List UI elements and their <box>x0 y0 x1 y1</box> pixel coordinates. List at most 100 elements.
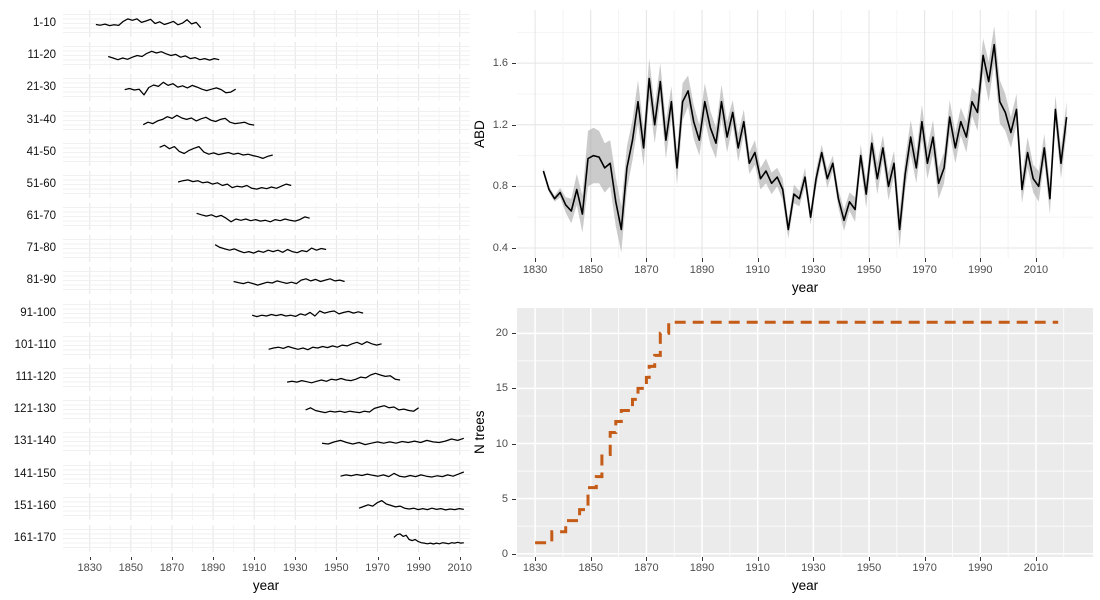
facet-row-141-150: 141-150 <box>0 460 470 493</box>
facet-strip-label: 31-40 <box>26 113 56 126</box>
abd-x-tick-label: 2010 <box>1023 264 1049 276</box>
left-x-axis-title: year <box>252 578 280 593</box>
x-tick-label: 1930 <box>283 562 308 574</box>
n-trees-x-tick-label: 1950 <box>856 562 882 574</box>
facet-strip-label: 161-170 <box>13 531 56 544</box>
x-tick-label: 1950 <box>324 562 349 574</box>
n-trees-x-tick-label: 1890 <box>689 562 715 574</box>
facet-plot <box>63 267 470 295</box>
facet-plot <box>63 203 470 231</box>
tick-mark <box>512 333 516 335</box>
n-trees-x-tick-label: 1910 <box>745 562 770 574</box>
tick-mark <box>757 557 759 561</box>
facet-strip-label: 111-120 <box>15 370 57 383</box>
abd-y-tick-label: 1.2 <box>492 118 508 131</box>
tick-mark <box>535 258 537 262</box>
x-tick-label: 1910 <box>241 562 267 574</box>
tick-mark <box>1035 557 1037 561</box>
facet-row-151-160: 151-160 <box>0 492 470 525</box>
tick-mark <box>590 258 592 262</box>
abd-y-axis-title: ABD <box>472 120 487 148</box>
tick-mark <box>813 258 815 262</box>
x-tick-label: 1970 <box>365 562 390 574</box>
tick-mark <box>646 258 648 262</box>
tick-mark <box>702 258 704 262</box>
abd-y-tick-label: 0.4 <box>492 241 508 254</box>
tick-mark <box>702 557 704 561</box>
facet-series-line <box>177 179 292 190</box>
facet-strip-label: 91-100 <box>20 306 56 319</box>
tick-mark <box>980 557 982 561</box>
facet-series-line <box>196 212 310 223</box>
facet-plot <box>63 396 470 424</box>
facet-strip-label: 41-50 <box>26 145 56 158</box>
facet-series-line <box>251 309 364 317</box>
n-trees-x-tick-label: 1830 <box>522 562 548 574</box>
facet-row-41-50: 41-50 <box>0 138 470 171</box>
tick-mark <box>757 258 759 262</box>
abd-x-axis-title: year <box>791 280 819 295</box>
facet-series-line <box>95 18 202 29</box>
n-trees-x-tick-label: 1870 <box>634 562 659 574</box>
tick-mark <box>869 258 870 262</box>
facet-plot <box>63 106 470 134</box>
facet-strip-label: 151-160 <box>13 499 56 512</box>
tick-mark <box>535 557 537 561</box>
facet-strip-label: 61-70 <box>26 210 56 223</box>
n-trees-x-tick-label: 1970 <box>912 562 937 574</box>
facet-row-131-140: 131-140 <box>0 428 470 460</box>
n-trees-plot-area <box>517 308 1093 562</box>
facet-series-line <box>268 340 382 351</box>
facet-plot <box>63 170 470 198</box>
n-trees-y-tick-label: 20 <box>495 327 508 340</box>
n-trees-y-tick-label: 10 <box>495 437 508 450</box>
facet-plot <box>63 460 470 488</box>
tick-mark <box>590 557 592 561</box>
tick-mark <box>254 557 256 560</box>
n-trees-y-tick-label: 5 <box>501 492 508 505</box>
abd-x-tick-label: 1850 <box>578 264 603 276</box>
facet-row-81-90: 81-90 <box>0 267 470 299</box>
facet-row-71-80: 71-80 <box>0 235 470 267</box>
x-tick-label: 1990 <box>406 562 431 574</box>
tick-mark <box>459 557 461 560</box>
n-trees-x-axis-title: year <box>791 578 819 593</box>
x-tick-label: 2010 <box>447 562 472 574</box>
facet-row-11-20: 11-20 <box>0 42 470 74</box>
tick-mark <box>512 498 516 500</box>
tick-mark <box>512 63 516 65</box>
facet-series-line <box>321 438 465 446</box>
tick-mark <box>869 557 870 561</box>
facet-plot <box>63 10 470 37</box>
tick-mark <box>512 186 516 188</box>
tick-mark <box>171 557 173 560</box>
facet-plot <box>63 74 470 102</box>
facet-strip-label: 131-140 <box>13 435 56 448</box>
tick-mark <box>377 557 379 560</box>
tick-mark <box>512 247 516 249</box>
facet-series-line <box>214 244 327 254</box>
n-trees-y-tick-label: 15 <box>495 382 508 395</box>
abd-x-tick-label: 1970 <box>912 264 937 276</box>
abd-x-tick-label: 1950 <box>856 264 882 276</box>
n-trees-y-axis-title: N trees <box>472 410 487 455</box>
abd-x-tick-label: 1910 <box>745 264 770 276</box>
n-trees-x-tick-label: 2010 <box>1023 562 1049 574</box>
tick-mark <box>512 124 516 126</box>
facet-plot <box>63 299 470 327</box>
facet-series-line <box>124 82 237 96</box>
facet-strip-label: 101-110 <box>14 338 56 351</box>
facet-plot <box>63 138 470 166</box>
tick-mark <box>213 557 215 560</box>
facet-series-line <box>393 533 464 545</box>
facet-strip-label: 11-20 <box>27 49 56 62</box>
facet-plot <box>63 42 470 70</box>
abd-x-tick-label: 1990 <box>968 264 993 276</box>
facet-plot <box>63 428 470 456</box>
facet-plot <box>63 235 470 263</box>
x-tick-label: 1830 <box>77 562 102 574</box>
n-trees-x-tick-label: 1850 <box>578 562 603 574</box>
tick-mark <box>924 557 926 561</box>
facet-series-line <box>305 405 419 414</box>
